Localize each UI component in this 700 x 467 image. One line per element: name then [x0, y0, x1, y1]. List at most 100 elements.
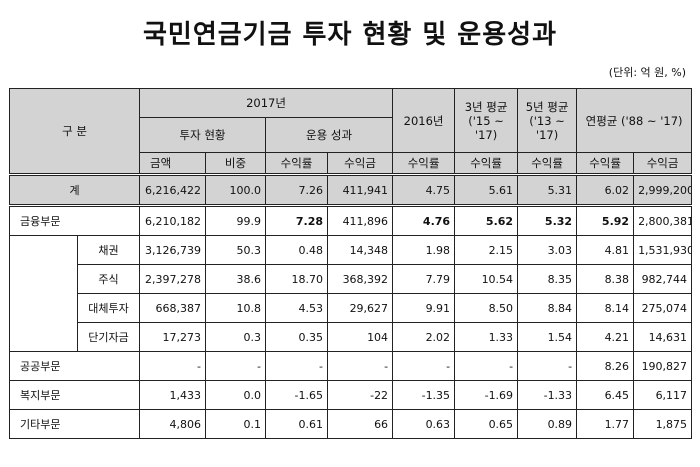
cell-share: 10.8	[205, 293, 267, 323]
header-perf: 운용 성과	[265, 117, 394, 153]
cell-avg3: 5.61	[454, 173, 519, 206]
cell-2016: 2.02	[392, 322, 456, 352]
cell-avg5: 8.35	[517, 264, 578, 294]
cell-amount: 1,433	[139, 380, 207, 410]
cell-annual-gain: 275,074	[633, 293, 693, 323]
cell-2016: 1.98	[392, 235, 456, 265]
row-label: 복지부문	[8, 380, 141, 410]
header-annual: 연평균 ('88 ~ '17)	[576, 88, 693, 153]
cell-rate: 7.28	[265, 204, 329, 236]
table-row: 공공부문 - - - - - - - 8.26 190,827	[8, 351, 693, 381]
cell-gain: 66	[327, 409, 394, 439]
cell-gain: 411,941	[327, 173, 394, 206]
cell-annual-gain: 2,800,381	[633, 204, 693, 236]
header-share: 비중	[205, 152, 267, 175]
cell-annual-rate: 8.38	[576, 264, 635, 294]
cell-share: 0.3	[205, 322, 267, 352]
cell-avg5: 3.03	[517, 235, 578, 265]
table-row: 기타부문 4,806 0.1 0.61 66 0.63 0.65 0.89 1.…	[8, 409, 693, 439]
cell-rate: 0.35	[265, 322, 329, 352]
table-row: 단기자금 17,273 0.3 0.35 104 2.02 1.33 1.54 …	[10, 322, 693, 352]
cell-share: 99.9	[205, 204, 267, 236]
cell-avg3: 1.33	[454, 322, 519, 352]
indent-cell	[9, 235, 78, 352]
cell-amount: 4,806	[139, 409, 207, 439]
header-avg3-rate: 수익률	[454, 152, 519, 175]
header-gain: 수익금	[327, 152, 394, 175]
cell-amount: 6,210,182	[139, 204, 207, 236]
cell-avg3: 10.54	[454, 264, 519, 294]
table-row: 금융부문 6,210,182 99.9 7.28 411,896 4.76 5.…	[8, 204, 693, 236]
table-row: 복지부문 1,433 0.0 -1.65 -22 -1.35 -1.69 -1.…	[8, 380, 693, 410]
cell-annual-gain: 1,531,930	[633, 235, 693, 265]
cell-avg3: 2.15	[454, 235, 519, 265]
cell-gain: 29,627	[327, 293, 394, 323]
cell-avg5: 1.54	[517, 322, 578, 352]
cell-amount: 6,216,422	[139, 173, 207, 206]
cell-rate: 7.26	[265, 173, 329, 206]
cell-annual-rate: 8.26	[576, 351, 635, 381]
cell-gain: 14,348	[327, 235, 394, 265]
cell-2016: 9.91	[392, 293, 456, 323]
cell-annual-gain: 2,999,200	[633, 173, 693, 206]
cell-avg5: -	[517, 351, 578, 381]
cell-gain: 411,896	[327, 204, 394, 236]
cell-rate: 0.61	[265, 409, 329, 439]
header-2017: 2017년	[139, 88, 394, 118]
row-label: 금융부문	[8, 204, 141, 236]
cell-annual-rate: 1.77	[576, 409, 635, 439]
cell-annual-rate: 6.45	[576, 380, 635, 410]
table-row: 채권 3,126,739 50.3 0.48 14,348 1.98 2.15 …	[9, 235, 693, 352]
cell-rate: 0.48	[265, 235, 329, 265]
row-label: 주식	[76, 264, 141, 294]
header-invest: 투자 현황	[139, 117, 267, 153]
cell-avg5: -1.33	[517, 380, 578, 410]
cell-avg5: 5.31	[517, 173, 578, 206]
row-label: 공공부문	[8, 351, 141, 381]
page-title: 국민연금기금 투자 현황 및 운용성과	[142, 20, 557, 50]
cell-2016: -	[392, 351, 456, 381]
cell-annual-rate: 4.21	[576, 322, 635, 352]
header-annual-rate: 수익률	[576, 152, 635, 175]
cell-gain: -22	[327, 380, 394, 410]
cell-amount: 17,273	[139, 322, 207, 352]
cell-annual-rate: 4.81	[576, 235, 635, 265]
header-avg3: 3년 평균 ('15 ~ '17)	[454, 88, 519, 153]
row-label: 채권	[76, 235, 141, 265]
cell-rate: 4.53	[265, 293, 329, 323]
cell-annual-gain: 6,117	[633, 380, 693, 410]
cell-gain: -	[327, 351, 394, 381]
cell-avg3: 0.65	[454, 409, 519, 439]
cell-amount: 3,126,739	[139, 235, 207, 265]
cell-amount: -	[139, 351, 207, 381]
cell-2016: 4.76	[392, 204, 456, 236]
header-avg5: 5년 평균 ('13 ~ '17)	[517, 88, 578, 153]
cell-share: 0.0	[205, 380, 267, 410]
cell-share: 0.1	[205, 409, 267, 439]
row-label: 대체투자	[76, 293, 141, 323]
cell-gain: 104	[327, 322, 394, 352]
header-annual-gain: 수익금	[633, 152, 693, 175]
header-amount: 금액	[139, 152, 207, 175]
cell-annual-rate: 8.14	[576, 293, 635, 323]
cell-rate: -1.65	[265, 380, 329, 410]
cell-avg3: 5.62	[454, 204, 519, 236]
cell-share: 50.3	[205, 235, 267, 265]
cell-avg5: 8.84	[517, 293, 578, 323]
cell-annual-gain: 982,744	[633, 264, 693, 294]
header-rate: 수익률	[265, 152, 329, 175]
fund-table: 구 분 2017년 2016년 3년 평균 ('15 ~ '17) 5년 평균 …	[8, 88, 693, 439]
cell-2016: -1.35	[392, 380, 456, 410]
cell-amount: 2,397,278	[139, 264, 207, 294]
table-row: 계 6,216,422 100.0 7.26 411,941 4.75 5.61…	[8, 173, 693, 206]
cell-share: 38.6	[205, 264, 267, 294]
cell-amount: 668,387	[139, 293, 207, 323]
cell-annual-rate: 6.02	[576, 173, 635, 206]
cell-2016: 4.75	[392, 173, 456, 206]
cell-rate: 18.70	[265, 264, 329, 294]
cell-avg3: -	[454, 351, 519, 381]
cell-gain: 368,392	[327, 264, 394, 294]
unit-note: (단위: 억 원, %)	[608, 66, 686, 79]
cell-rate: -	[265, 351, 329, 381]
header-2016: 2016년	[392, 88, 456, 153]
